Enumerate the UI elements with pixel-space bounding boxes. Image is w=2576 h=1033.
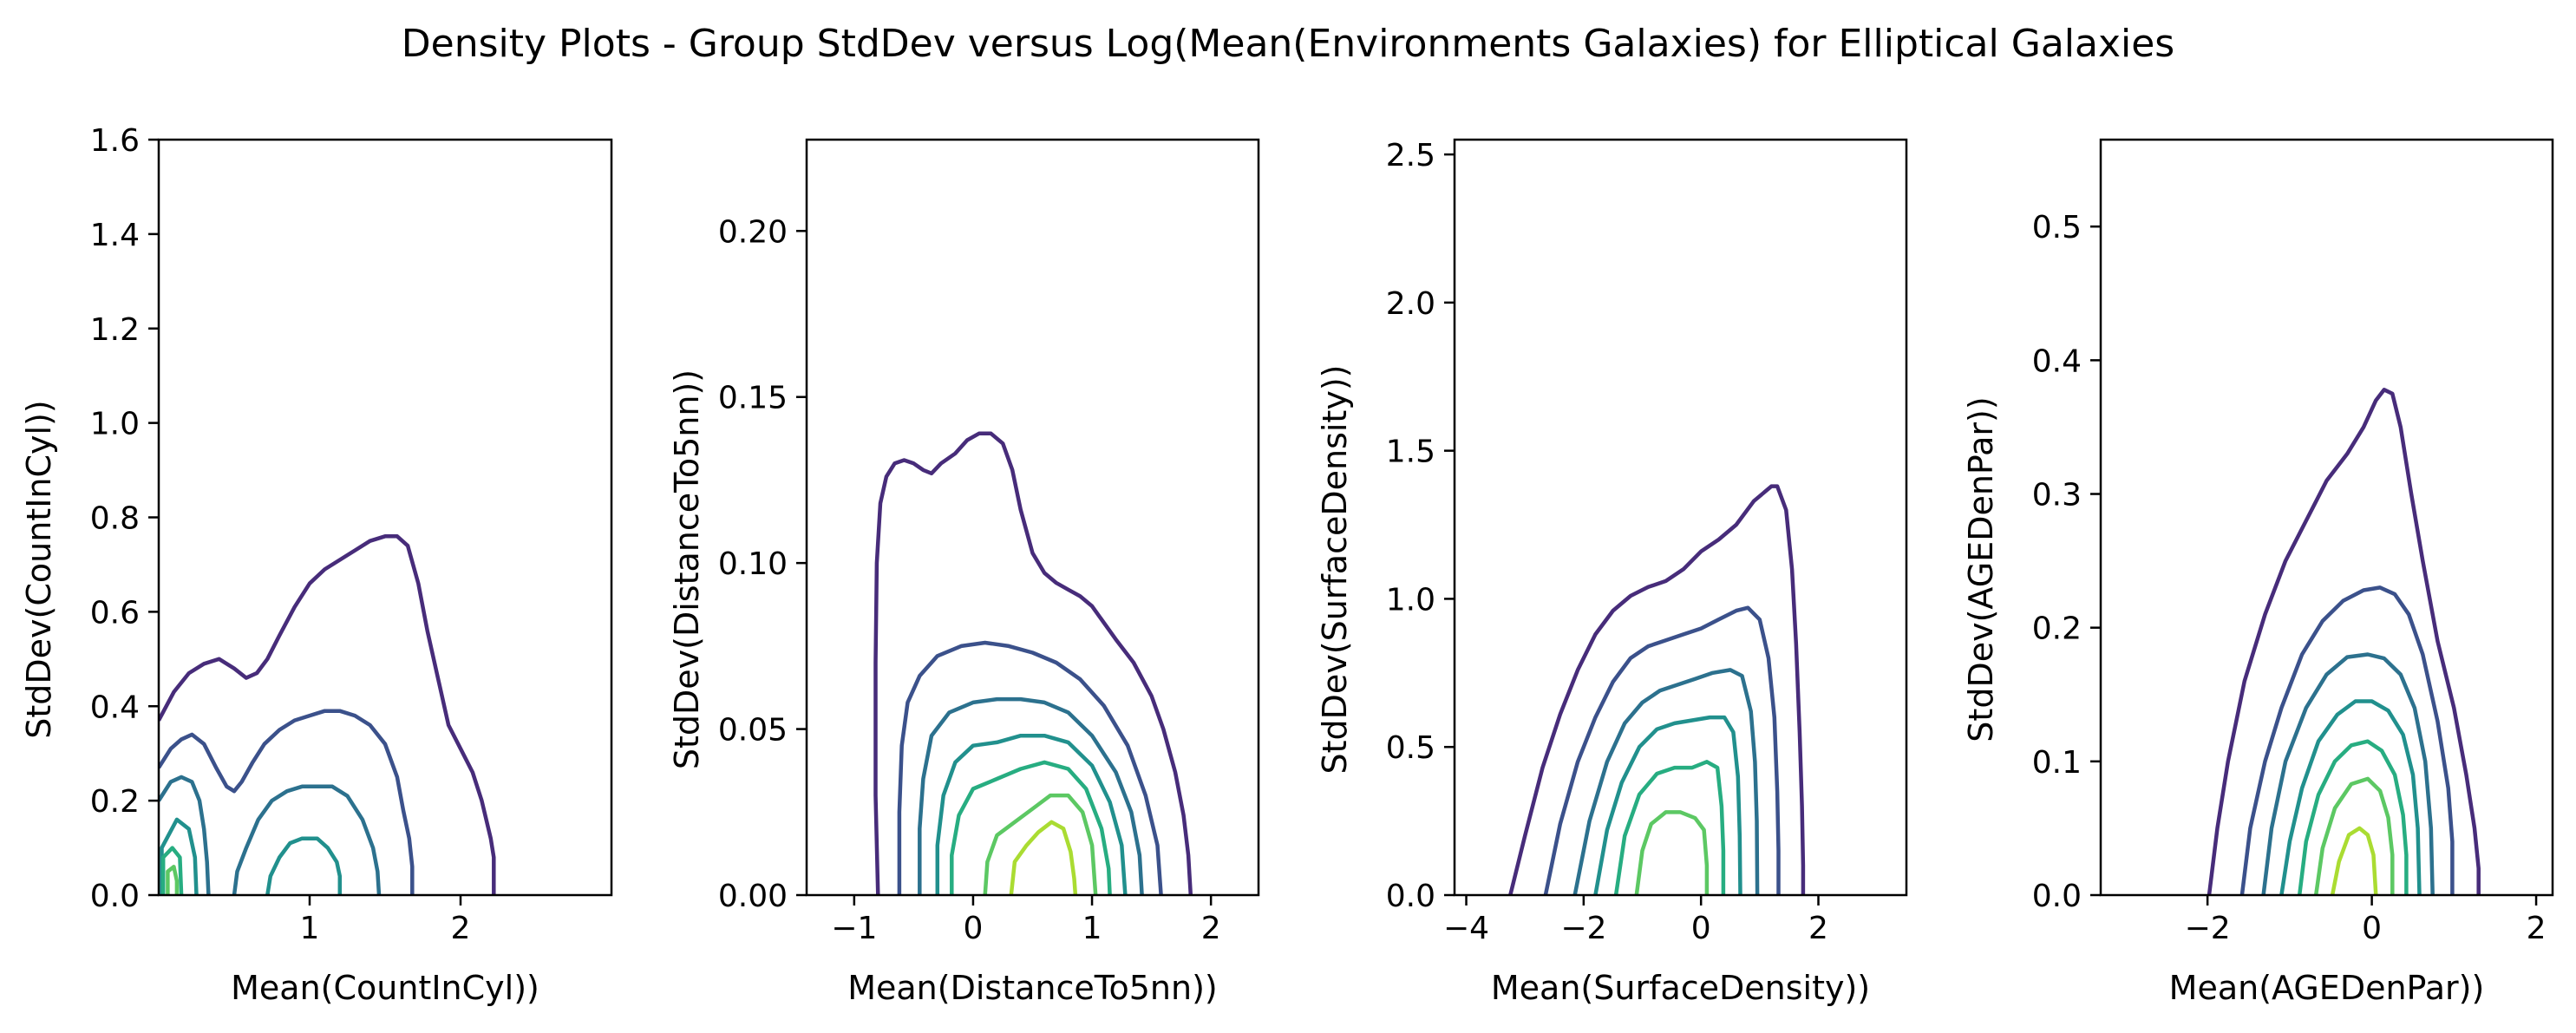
x-tick-label: 2 xyxy=(1201,911,1221,946)
y-tick-label: 2.5 xyxy=(1386,138,1435,173)
x-tick-label: −4 xyxy=(1443,911,1489,946)
x-tick-label: 2 xyxy=(1808,911,1828,946)
contour-line-level-1 xyxy=(873,431,1193,895)
y-tick-label: 0.4 xyxy=(90,690,140,725)
y-tick-label: 0.3 xyxy=(2032,478,2082,513)
contour-line-level-3 xyxy=(232,784,382,895)
y-tick-label: 0.00 xyxy=(718,879,788,914)
y-tick-label: 0.10 xyxy=(718,546,788,582)
contour-line-level-2 xyxy=(2239,585,2455,895)
y-tick-label: 0.20 xyxy=(718,214,788,250)
y-tick-label: 0.0 xyxy=(1386,879,1435,914)
panels-container: 1 2 0.0 0.2 0.4 0.6 0.8 1.0 1.2 1.4 1.6 Mean(CountI… xyxy=(20,123,2554,1007)
y-tick-label: 0.5 xyxy=(2032,210,2082,245)
contour-line-level-4 xyxy=(265,836,343,895)
contour-line-level-6 xyxy=(166,865,180,895)
x-tick-label: 0 xyxy=(2362,911,2382,946)
x-tick-label: 1 xyxy=(300,911,320,946)
contour-line-level-3 xyxy=(2261,652,2435,895)
contour-line-level-5 xyxy=(950,760,1112,895)
contour-line-level-4 xyxy=(2279,699,2422,895)
contour-line-level-1 xyxy=(1508,484,1806,895)
contour-line-level-5 xyxy=(1613,760,1726,895)
contour-line-level-3 xyxy=(1572,668,1760,895)
contour-group xyxy=(159,534,496,895)
y-tick-label: 0.05 xyxy=(718,713,788,749)
panel-4: −2 0 2 0.0 0.1 0.2 0.3 0.4 0.5 Mean(AGEDenPar)) St… xyxy=(1962,138,2554,1007)
y-tick-label: 0.15 xyxy=(718,381,788,416)
y-axis-label: StdDev(AGEDenPar)) xyxy=(1962,396,2000,742)
x-tick-label: 1 xyxy=(1082,911,1102,946)
contour-group xyxy=(2207,388,2481,895)
x-tick-label: 2 xyxy=(451,911,471,946)
contour-line-level-3 xyxy=(159,775,211,895)
y-tick-label: 1.5 xyxy=(1386,435,1435,470)
x-tick-label: −2 xyxy=(1560,911,1606,946)
contour-line-level-3 xyxy=(918,696,1144,895)
figure-title: Density Plots - Group StdDev versus Log(… xyxy=(402,22,2174,66)
plot-frame xyxy=(1453,138,1908,897)
y-axis-label: StdDev(DistanceTo5nn)) xyxy=(668,369,706,769)
x-axis-label: Mean(SurfaceDensity)) xyxy=(1491,969,1870,1007)
contour-line-level-2 xyxy=(897,640,1163,895)
y-tick-label: 1.4 xyxy=(90,218,140,253)
contour-group xyxy=(1508,484,1806,895)
y-axis-label: StdDev(SurfaceDensity)) xyxy=(1316,365,1354,775)
contour-line-level-5 xyxy=(2297,739,2409,895)
y-tick-label: 0.2 xyxy=(90,784,140,820)
contour-line-level-4 xyxy=(160,817,199,895)
contour-line-level-1 xyxy=(159,534,496,895)
contour-line-level-4 xyxy=(935,733,1128,895)
y-tick-label: 0.0 xyxy=(2032,879,2082,914)
contour-line-level-7 xyxy=(1009,820,1078,895)
y-tick-label: 0.1 xyxy=(2032,745,2082,781)
y-tick-label: 2.0 xyxy=(1386,286,1435,322)
y-tick-label: 1.0 xyxy=(90,407,140,442)
y-tick-label: 1.2 xyxy=(90,312,140,348)
x-tick-label: −1 xyxy=(831,911,877,946)
plot-frame xyxy=(805,138,1260,897)
contour-line-level-6 xyxy=(2313,776,2395,895)
y-tick-label: 1.0 xyxy=(1386,582,1435,618)
y-tick-label: 0.6 xyxy=(90,595,140,631)
x-axis-label: Mean(AGEDenPar)) xyxy=(2169,969,2485,1007)
contour-line-level-2 xyxy=(1543,605,1781,895)
x-axis-label: Mean(CountInCyl)) xyxy=(231,969,539,1007)
x-tick-label: −2 xyxy=(2185,911,2231,946)
y-tick-label: 0.2 xyxy=(2032,611,2082,647)
panel-3: −4 −2 0 2 0.0 0.5 1.0 1.5 2.0 2.5 Mean(SurfaceDens… xyxy=(1316,138,1908,1007)
contour-line-level-2 xyxy=(159,709,415,895)
y-tick-label: 0.4 xyxy=(2032,343,2082,379)
contour-group xyxy=(873,431,1193,895)
y-tick-label: 1.6 xyxy=(90,123,140,159)
contour-line-level-6 xyxy=(1634,810,1710,895)
x-tick-label: 0 xyxy=(1691,911,1711,946)
x-tick-label: 0 xyxy=(963,911,983,946)
plot-frame xyxy=(2099,138,2554,897)
contour-line-level-1 xyxy=(2207,388,2481,895)
y-axis-label: StdDev(CountInCyl)) xyxy=(20,400,58,738)
contour-line-level-7 xyxy=(2330,826,2378,895)
contour-line-level-5 xyxy=(160,846,184,895)
contour-line-level-6 xyxy=(983,793,1098,895)
contour-line-level-4 xyxy=(1593,715,1742,895)
x-tick-label: 2 xyxy=(2527,911,2547,946)
y-tick-label: 0.0 xyxy=(90,879,140,914)
panel-1: 1 2 0.0 0.2 0.4 0.6 0.8 1.0 1.2 1.4 1.6 Mean(CountI… xyxy=(20,123,613,1007)
y-tick-label: 0.8 xyxy=(90,501,140,537)
panel-2: −1 0 1 2 0.00 0.05 0.10 0.15 0.20 Mean(DistanceTo… xyxy=(668,138,1260,1007)
x-axis-label: Mean(DistanceTo5nn)) xyxy=(847,969,1218,1007)
y-tick-label: 0.5 xyxy=(1386,730,1435,766)
